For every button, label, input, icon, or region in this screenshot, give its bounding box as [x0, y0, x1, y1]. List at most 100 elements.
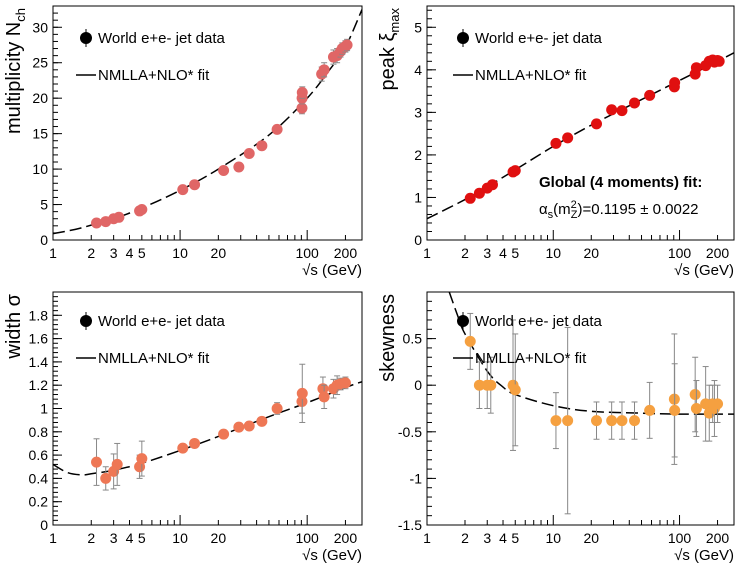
- data-point: [296, 102, 308, 114]
- x-tick-label: 3: [110, 245, 118, 261]
- data-point: [243, 420, 255, 432]
- plot-frame: [426, 5, 735, 241]
- data-point: [509, 165, 521, 177]
- y-tick-label: 4: [414, 62, 422, 78]
- data-point: [591, 415, 603, 427]
- data-point: [690, 403, 702, 414]
- y-tick-label: 30: [32, 19, 48, 35]
- x-axis-label: √s (GeV): [674, 262, 734, 279]
- legend-fit-label: NMLLA+NLO* fit: [98, 67, 210, 84]
- data-point: [591, 118, 603, 130]
- x-axis-label: √s (GeV): [674, 547, 734, 564]
- data-point: [712, 398, 724, 410]
- data-point: [616, 105, 628, 117]
- y-axis-label-main: peak ξ: [377, 33, 399, 91]
- x-tick-label: 200: [706, 530, 730, 546]
- panel-skewness: -1.5 -1 -0.5 0 0.5 1 2 3 4 5 10 20 100 200√s (GeV) ske…: [377, 291, 735, 564]
- fit-curve: [53, 380, 362, 476]
- x-tick-label: 20: [211, 245, 227, 261]
- y-axis-label: multiplicity Nch: [3, 8, 28, 134]
- data-point: [177, 184, 189, 196]
- data-point: [550, 415, 562, 427]
- y-axis-label: peak ξmax: [377, 8, 402, 91]
- data-point: [713, 55, 725, 67]
- annotation-title: Global (4 moments) fit:: [539, 174, 702, 191]
- x-tick-label: 4: [499, 530, 507, 546]
- data-point: [606, 104, 618, 116]
- x-tick-label: 1: [49, 245, 57, 261]
- x-tick-label: 5: [511, 530, 519, 546]
- x-tick-label: 1: [423, 530, 431, 546]
- data-point: [177, 442, 189, 454]
- x-axis-label: √s (GeV): [302, 547, 362, 564]
- data-point: [509, 384, 521, 396]
- data-point: [189, 179, 201, 191]
- y-tick-label: 5: [40, 197, 48, 213]
- y-axis-label-sub: ch: [13, 8, 28, 22]
- data-point: [690, 62, 702, 74]
- data-point: [341, 39, 353, 51]
- x-tick-label: 100: [295, 245, 319, 261]
- legend-fit-label: NMLLA+NLO* fit: [98, 350, 210, 367]
- data-point: [616, 415, 628, 427]
- x-tick-label: 20: [583, 245, 599, 261]
- x-tick-label: 1: [423, 245, 431, 261]
- y-axis-label-main: width σ: [3, 293, 25, 359]
- data-point: [271, 123, 283, 135]
- data-point: [669, 77, 681, 89]
- y-tick-label: 0.2: [29, 494, 49, 510]
- data-point: [91, 217, 103, 229]
- data-point: [562, 415, 574, 427]
- x-tick-label: 2: [461, 245, 469, 261]
- data-point: [339, 377, 351, 389]
- x-tick-label: 20: [583, 530, 599, 546]
- x-tick-label: 4: [126, 245, 134, 261]
- y-tick-label: 0: [414, 377, 422, 393]
- data-point: [473, 187, 485, 199]
- data-point: [562, 132, 574, 144]
- y-tick-label: 1.4: [29, 354, 49, 370]
- x-tick-label: 2: [87, 530, 95, 546]
- data-point: [486, 179, 498, 191]
- legend-data-label: World e+e- jet data: [475, 30, 603, 47]
- data-point: [464, 335, 476, 347]
- data-point: [485, 379, 497, 391]
- y-tick-label: 10: [32, 161, 48, 177]
- data-point: [256, 415, 268, 427]
- data-point: [464, 192, 476, 204]
- annotation-alpha: αs(m2 Z)=0.1195 ± 0.0022: [539, 199, 699, 221]
- x-tick-label: 3: [483, 245, 491, 261]
- data-point: [629, 97, 641, 109]
- x-tick-label: 4: [126, 530, 134, 546]
- y-tick-label: 0.8: [29, 424, 49, 440]
- y-tick-label: -1.5: [398, 517, 422, 533]
- data-point: [256, 140, 268, 152]
- data-point: [100, 472, 112, 484]
- x-tick-label: 10: [545, 530, 561, 546]
- y-axis-label-main: skewness: [377, 294, 399, 382]
- data-point: [644, 89, 656, 101]
- y-tick-label: 5: [414, 19, 422, 35]
- y-tick-label: 1.6: [29, 331, 49, 347]
- data-point: [669, 404, 681, 416]
- data-point: [318, 391, 330, 403]
- y-tick-label: 0: [40, 232, 48, 248]
- y-tick-label: 0: [414, 232, 422, 248]
- data-point: [218, 428, 230, 440]
- y-tick-label: -1: [410, 470, 423, 486]
- panel-width: 0 0.2 0.4 0.6 0.8 1 1.2 1.4 1.6 1.8 1 2 3 4 5 10 20 100 20…: [3, 291, 363, 564]
- x-tick-label: 200: [334, 530, 358, 546]
- x-tick-label: 100: [295, 530, 319, 546]
- y-axis-label: skewness: [377, 294, 399, 382]
- x-tick-label: 1: [49, 530, 57, 546]
- x-tick-label: 2: [461, 530, 469, 546]
- y-tick-label: 0.5: [403, 331, 423, 347]
- data-point: [136, 204, 148, 216]
- x-tick-label: 200: [334, 245, 358, 261]
- data-point: [113, 211, 125, 223]
- data-point: [606, 415, 618, 427]
- plot-frame: [52, 5, 363, 241]
- legend-data-label: World e+e- jet data: [98, 30, 226, 47]
- data-point: [296, 87, 308, 99]
- data-point: [629, 415, 641, 427]
